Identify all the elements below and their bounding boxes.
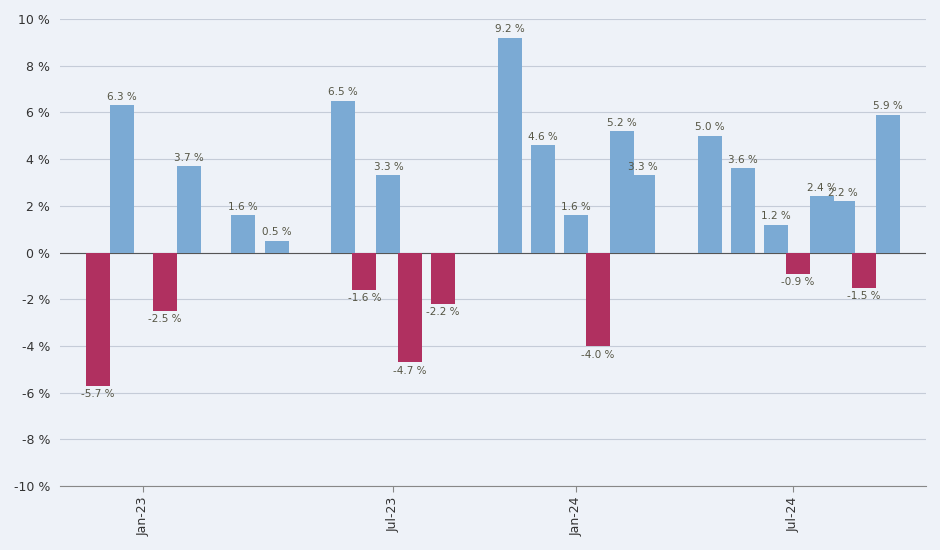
Bar — [231, 215, 255, 252]
Text: 1.2 %: 1.2 % — [761, 211, 791, 221]
Bar — [431, 252, 455, 304]
Text: 5.9 %: 5.9 % — [873, 101, 903, 111]
Bar — [86, 252, 110, 386]
Text: -0.9 %: -0.9 % — [781, 277, 814, 287]
Text: 2.4 %: 2.4 % — [807, 183, 837, 193]
Bar — [786, 252, 809, 273]
Bar — [352, 252, 376, 290]
Bar — [631, 175, 655, 252]
Bar — [497, 37, 522, 252]
Bar — [531, 145, 555, 252]
Bar — [610, 131, 634, 252]
Bar — [177, 166, 200, 252]
Bar — [809, 196, 834, 252]
Text: 3.6 %: 3.6 % — [728, 155, 758, 165]
Text: 2.2 %: 2.2 % — [828, 188, 857, 197]
Text: -4.7 %: -4.7 % — [393, 366, 427, 376]
Text: -5.7 %: -5.7 % — [81, 389, 115, 399]
Text: 3.7 %: 3.7 % — [174, 152, 203, 163]
Bar — [831, 201, 854, 252]
Text: 5.2 %: 5.2 % — [606, 118, 636, 128]
Text: 3.3 %: 3.3 % — [373, 162, 403, 172]
Text: -2.2 %: -2.2 % — [427, 307, 460, 317]
Text: -4.0 %: -4.0 % — [581, 349, 615, 360]
Text: 1.6 %: 1.6 % — [561, 202, 591, 212]
Text: -1.6 %: -1.6 % — [348, 294, 382, 304]
Text: -2.5 %: -2.5 % — [148, 315, 181, 324]
Text: 0.5 %: 0.5 % — [261, 227, 291, 238]
Bar — [110, 106, 133, 252]
Text: 3.3 %: 3.3 % — [628, 162, 658, 172]
Text: 4.6 %: 4.6 % — [528, 131, 558, 141]
Bar — [853, 252, 876, 288]
Text: 1.6 %: 1.6 % — [228, 202, 258, 212]
Bar — [564, 215, 588, 252]
Bar — [152, 252, 177, 311]
Bar — [764, 224, 789, 252]
Bar — [264, 241, 289, 252]
Bar — [731, 168, 755, 252]
Text: 6.3 %: 6.3 % — [107, 92, 137, 102]
Bar — [697, 136, 722, 252]
Bar — [376, 175, 400, 252]
Text: -1.5 %: -1.5 % — [847, 291, 881, 301]
Bar — [586, 252, 610, 346]
Text: 6.5 %: 6.5 % — [328, 87, 358, 97]
Bar — [331, 101, 355, 252]
Text: 9.2 %: 9.2 % — [494, 24, 525, 34]
Text: 5.0 %: 5.0 % — [695, 122, 725, 132]
Bar — [876, 115, 901, 252]
Bar — [398, 252, 422, 362]
